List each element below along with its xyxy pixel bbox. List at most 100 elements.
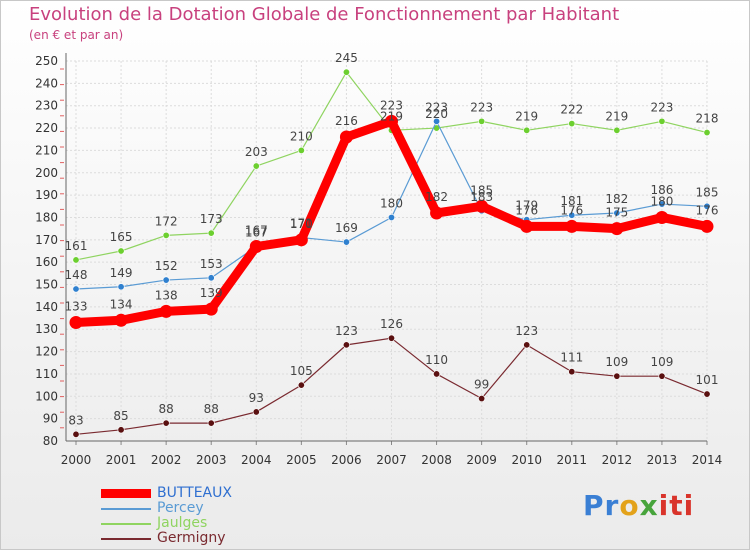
data-point-germigny [433,370,441,378]
data-label-jaulges: 220 [425,107,448,121]
data-label-percey: 169 [335,221,358,235]
data-label-butteaux: 216 [335,114,358,128]
data-point-germigny [478,395,486,403]
legend-item-percey: Percey [101,501,232,516]
y-tick-label: 140 [35,300,58,314]
data-point-butteaux [610,222,624,236]
data-point-germigny [162,419,170,427]
data-label-percey: 167 [245,226,268,240]
data-label-butteaux: 223 [380,98,403,112]
x-tick-label: 2013 [647,453,678,467]
data-point-butteaux [204,302,218,316]
data-label-jaulges: 219 [380,109,403,123]
y-tick-label: 230 [35,99,58,113]
data-point-germigny [117,426,125,434]
data-label-butteaux: 133 [65,300,88,314]
data-point-germigny [207,419,215,427]
data-point-jaulges [613,126,621,134]
data-point-jaulges [162,231,170,239]
data-label-percey: 181 [560,194,583,208]
data-label-jaulges: 223 [650,100,673,114]
y-tick-label: 170 [35,233,58,247]
data-point-butteaux [520,219,534,233]
x-tick-label: 2010 [511,453,542,467]
x-tick-label: 2014 [692,453,723,467]
legend-item-jaulges: Jaulges [101,516,232,531]
data-label-jaulges: 203 [245,145,268,159]
data-label-percey: 152 [155,259,178,273]
data-label-butteaux: 138 [155,288,178,302]
data-point-percey [117,283,125,291]
data-label-percey: 185 [696,185,719,199]
data-point-butteaux [385,114,398,128]
y-tick-label: 220 [35,121,58,135]
series-lines [69,68,714,438]
x-tick-label: 2009 [466,453,497,467]
y-tick-label: 240 [35,76,58,90]
data-label-jaulges: 219 [515,109,538,123]
data-point-jaulges [117,247,125,255]
x-tick-label: 2000 [61,453,92,467]
y-tick-label: 110 [35,367,58,381]
legend-label: Germigny [157,530,226,546]
y-tick-label: 150 [35,278,58,292]
data-label-percey: 180 [380,196,403,210]
data-label-percey: 148 [65,268,88,282]
data-label-butteaux: 175 [605,206,628,220]
legend-swatch [101,522,151,525]
x-tick-label: 2011 [557,453,588,467]
data-label-butteaux: 176 [515,203,538,217]
data-label-butteaux: 180 [650,194,673,208]
data-point-jaulges [478,117,486,125]
y-tick-label: 100 [35,389,58,403]
data-point-germigny [297,381,305,389]
data-point-jaulges [252,162,260,170]
x-tick-label: 2001 [106,453,137,467]
data-label-percey: 149 [110,266,133,280]
data-label-butteaux: 139 [200,286,223,300]
data-label-jaulges: 161 [65,239,88,253]
proxiti-logo: Proxiti [583,489,694,522]
y-tick-label: 250 [35,54,58,68]
data-point-butteaux [655,210,669,224]
data-label-germigny: 109 [650,355,673,369]
x-tick-label: 2008 [421,453,452,467]
data-label-percey: 186 [650,183,673,197]
data-point-jaulges [658,117,666,125]
data-label-percey: 182 [605,192,628,206]
logo-part-1: Pr [583,489,620,522]
data-point-germigny [703,390,711,398]
data-point-butteaux [430,206,444,220]
data-label-germigny: 109 [605,355,628,369]
data-label-germigny: 99 [474,378,489,392]
data-label-percey: 171 [290,217,313,231]
data-label-jaulges: 245 [335,51,358,65]
x-tick-label: 2003 [196,453,227,467]
legend-label: BUTTEAUX [157,485,232,501]
data-label-jaulges: 210 [290,129,313,143]
data-point-butteaux [69,316,83,330]
data-label-germigny: 111 [560,351,583,365]
data-label-germigny: 123 [335,324,358,338]
data-labels: 83 85 88 88 93 105 123 126 110 99 123 111 109 109 101 1… [65,51,719,427]
x-tick-label: 2005 [286,453,317,467]
logo-part-3: x [639,489,659,522]
data-label-germigny: 88 [204,402,219,416]
data-label-percey: 153 [200,257,223,271]
data-point-germigny [523,341,531,349]
legend-swatch [101,489,151,498]
data-point-germigny [387,334,395,342]
legend-swatch [101,537,151,540]
data-point-percey [162,276,170,284]
y-tick-label: 190 [35,188,58,202]
data-label-jaulges: 172 [155,214,178,228]
data-label-germigny: 93 [249,391,264,405]
x-tick-label: 2006 [331,453,362,467]
logo-part-2: o [619,489,640,522]
chart-title: Evolution de la Dotation Globale de Fonc… [29,4,620,25]
y-tick-label: 90 [43,412,58,426]
data-point-jaulges [703,129,711,137]
data-point-percey [613,209,621,217]
data-point-butteaux [339,130,353,144]
